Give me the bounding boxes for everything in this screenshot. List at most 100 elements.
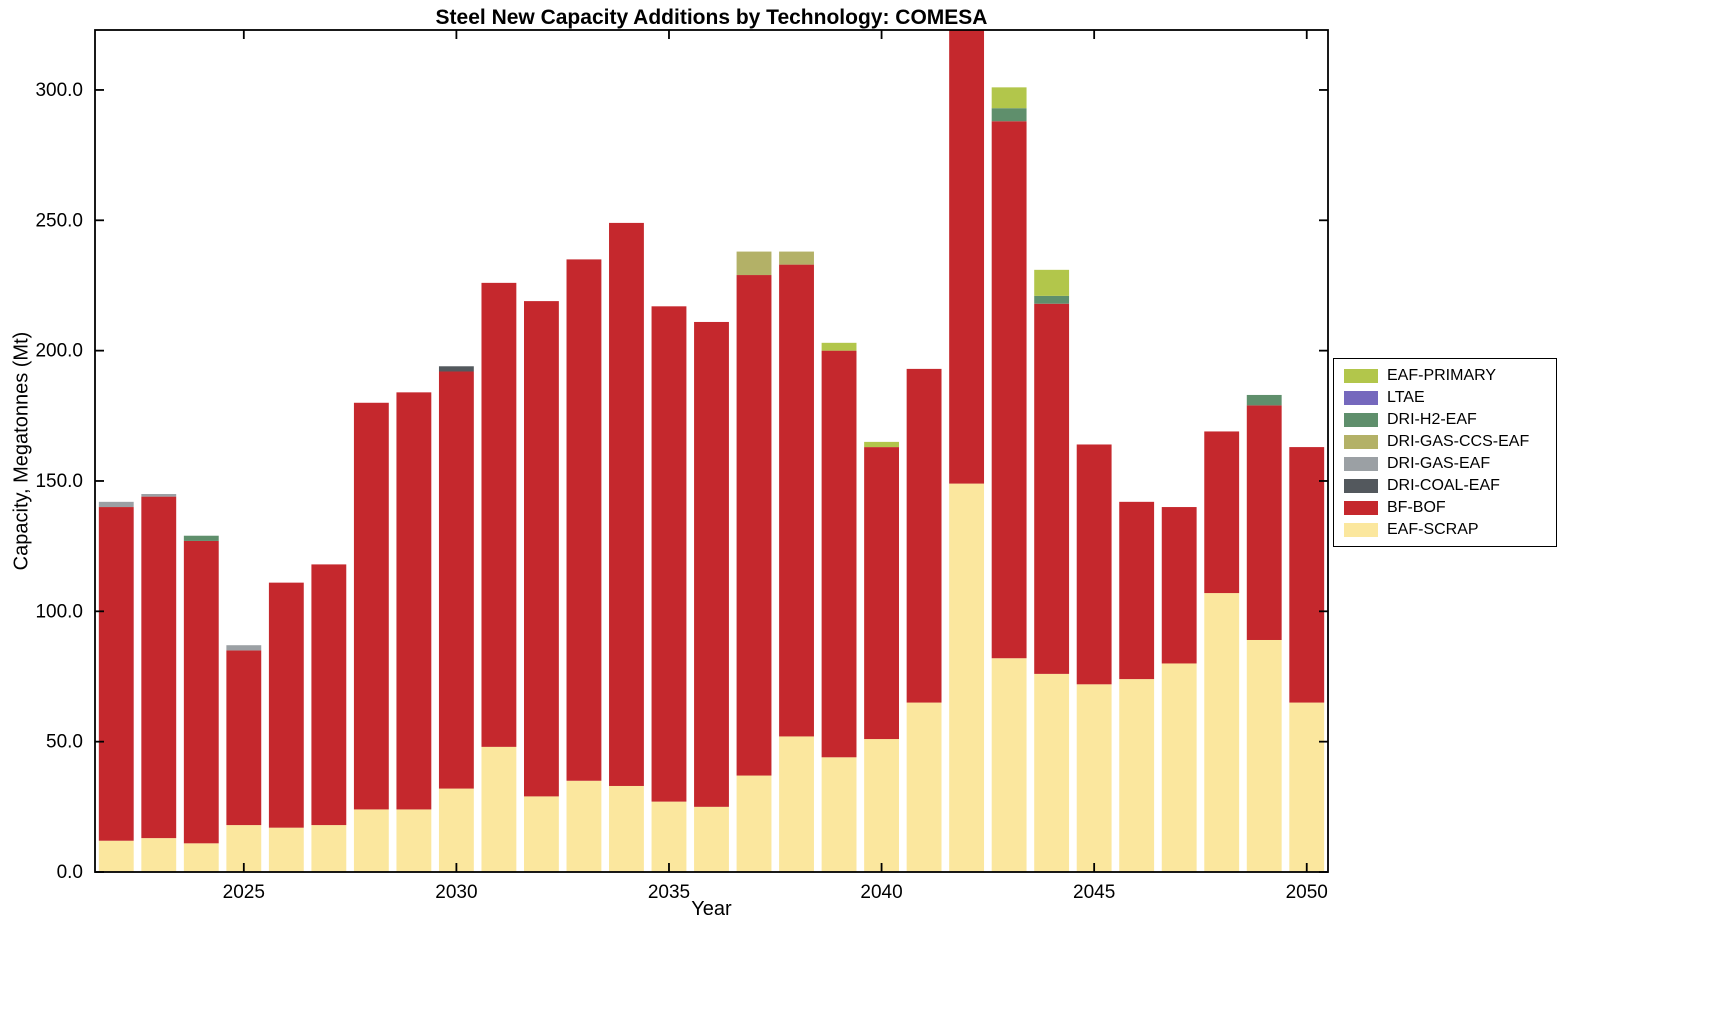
bar-segment <box>779 736 814 872</box>
bar-segment <box>736 275 772 776</box>
bar-segment <box>98 507 134 841</box>
y-tick-label: 150.0 <box>35 471 83 492</box>
y-tick-label: 300.0 <box>35 80 83 101</box>
x-tick-label: 2035 <box>648 882 690 903</box>
legend-label: DRI-GAS-EAF <box>1387 454 1491 472</box>
bar-segment <box>609 785 644 872</box>
bar-segment <box>268 582 304 828</box>
legend-label: EAF-SCRAP <box>1387 520 1479 538</box>
bar-segment <box>1161 663 1197 872</box>
bar-segment <box>609 222 644 786</box>
legend-item: BF-BOF <box>1344 499 1546 516</box>
bar-segment <box>694 806 729 872</box>
bar-segment <box>566 780 602 872</box>
y-tick-label: 100.0 <box>35 601 83 622</box>
bar-segment <box>1034 673 1070 872</box>
bar-segment <box>821 757 857 872</box>
bar-segment <box>1246 405 1282 640</box>
legend-item: DRI-GAS-EAF <box>1344 455 1546 472</box>
legend-label: DRI-COAL-EAF <box>1387 476 1500 494</box>
bar-segment <box>694 321 729 807</box>
bar-segment <box>141 838 177 872</box>
bar-segment <box>226 650 262 826</box>
legend-swatch <box>1344 478 1378 493</box>
x-tick-label: 2050 <box>1286 882 1328 903</box>
bar-segment <box>226 645 262 651</box>
legend-swatch <box>1344 500 1378 515</box>
bar-segment <box>991 108 1027 122</box>
bar-segment <box>353 402 389 810</box>
bar-segment <box>396 809 432 872</box>
bar-segment <box>311 564 347 826</box>
x-tick-label: 2040 <box>860 882 902 903</box>
x-tick-label: 2030 <box>435 882 477 903</box>
bar-segment <box>481 282 517 747</box>
bar-segment <box>353 809 389 872</box>
legend-label: BF-BOF <box>1387 498 1446 516</box>
bar-segment <box>1034 269 1070 296</box>
bar-segment <box>736 251 772 276</box>
legend-label: LTAE <box>1387 388 1425 406</box>
legend-swatch <box>1344 522 1378 537</box>
legend-label: EAF-PRIMARY <box>1387 366 1497 384</box>
legend-item: DRI-H2-EAF <box>1344 411 1546 428</box>
legend-item: EAF-PRIMARY <box>1344 367 1546 384</box>
bar-segment <box>906 702 942 872</box>
bar-segment <box>438 788 474 872</box>
y-tick-label: 200.0 <box>35 341 83 362</box>
bar-segment <box>991 87 1027 109</box>
bar-segment <box>1246 639 1282 872</box>
legend-swatch <box>1344 412 1378 427</box>
bar-segment <box>736 775 772 872</box>
legend-swatch <box>1344 456 1378 471</box>
legend-item: DRI-GAS-CCS-EAF <box>1344 433 1546 450</box>
bar-segment <box>651 801 687 872</box>
bar-segment <box>524 796 559 872</box>
bar-segment <box>1076 684 1112 872</box>
bar-segment <box>566 259 602 781</box>
bar-segment <box>949 483 985 872</box>
bar-segment <box>1204 431 1240 594</box>
bar-segment <box>864 739 899 872</box>
bar-segment <box>98 501 134 508</box>
bar-segment <box>991 121 1027 659</box>
y-tick-label: 50.0 <box>46 732 83 753</box>
bar-segment <box>98 840 134 872</box>
legend-swatch <box>1344 434 1378 449</box>
bar-segment <box>906 368 942 703</box>
bar-segment <box>1161 507 1197 664</box>
bar-segment <box>1204 593 1240 872</box>
bar-segment <box>1289 702 1325 872</box>
legend-swatch <box>1344 368 1378 383</box>
bar-segment <box>779 264 814 737</box>
bar-segment <box>1246 394 1282 406</box>
bar-segment <box>141 496 177 839</box>
legend-label: DRI-H2-EAF <box>1387 410 1477 428</box>
bar-segment <box>821 342 857 351</box>
bar-segment <box>524 301 559 797</box>
legend-item: EAF-SCRAP <box>1344 521 1546 538</box>
bar-segment <box>1119 501 1155 680</box>
legend-item: DRI-COAL-EAF <box>1344 477 1546 494</box>
bar-segment <box>1034 295 1070 304</box>
bar-segment <box>864 447 899 740</box>
bar-segment <box>438 366 474 372</box>
bar-segment <box>1289 447 1325 703</box>
bar-segment <box>779 251 814 265</box>
bar-segment <box>1119 679 1155 872</box>
bar-segment <box>141 494 177 497</box>
bar-segment <box>311 825 347 872</box>
bar-segment <box>1076 444 1112 685</box>
y-tick-label: 0.0 <box>57 862 83 883</box>
y-tick-label: 250.0 <box>35 210 83 231</box>
x-tick-label: 2025 <box>223 882 265 903</box>
bar-segment <box>183 843 219 872</box>
x-tick-label: 2045 <box>1073 882 1115 903</box>
legend-label: DRI-GAS-CCS-EAF <box>1387 432 1530 450</box>
x-axis-label: Year <box>691 898 732 920</box>
legend-swatch <box>1344 390 1378 405</box>
bar-segment <box>396 392 432 810</box>
bar-segment <box>949 30 985 484</box>
